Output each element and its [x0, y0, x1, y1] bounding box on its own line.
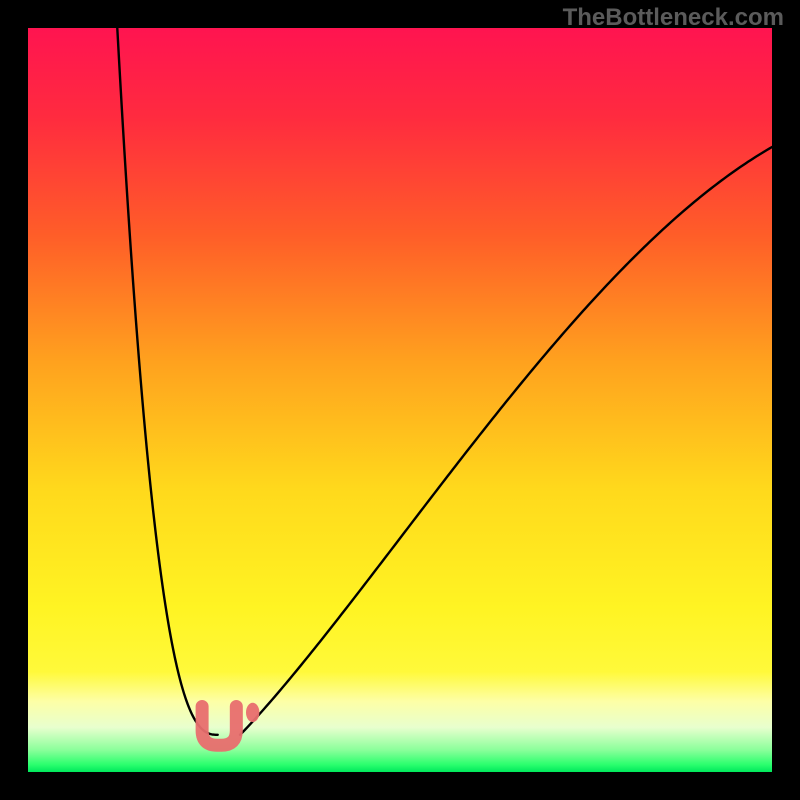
marker-dot [246, 703, 259, 722]
gradient-background [28, 28, 772, 772]
chart-svg [28, 28, 772, 772]
plot-area [28, 28, 772, 772]
